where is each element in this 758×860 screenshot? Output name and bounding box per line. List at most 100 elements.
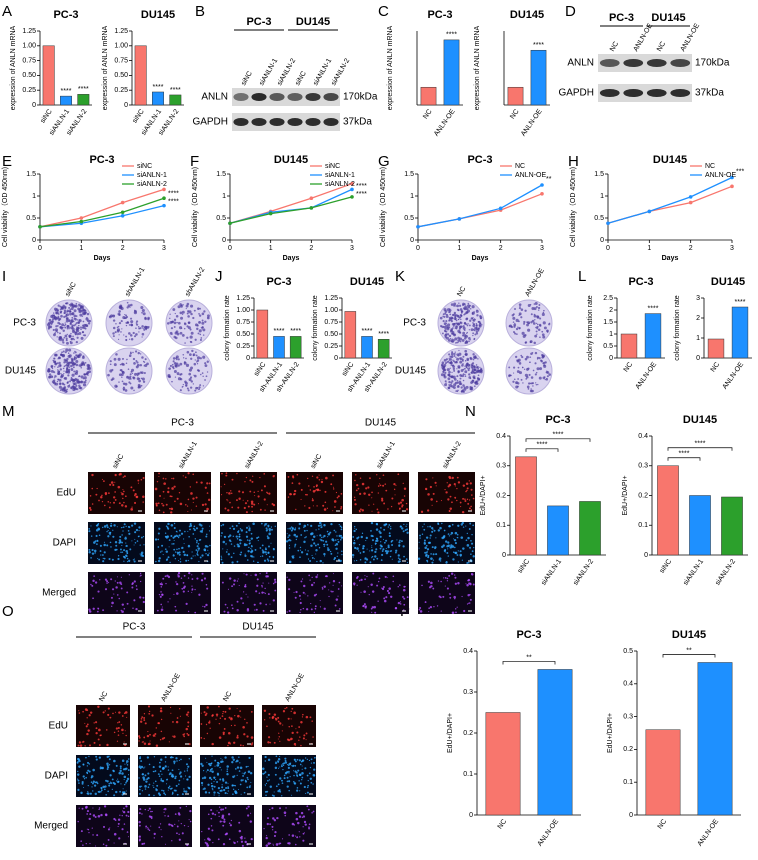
cell <box>125 526 126 527</box>
lane-label: NC <box>609 41 620 53</box>
cell <box>236 760 239 763</box>
colony <box>543 362 545 364</box>
cell <box>240 744 242 746</box>
cell <box>113 760 116 763</box>
y-tick-label: 2.5 <box>603 295 613 302</box>
cell <box>284 811 287 814</box>
colony <box>517 386 519 388</box>
cell <box>200 524 202 526</box>
colony <box>453 355 455 357</box>
cell <box>159 775 161 777</box>
colony <box>78 354 80 356</box>
cell <box>99 535 101 537</box>
colony <box>118 310 121 313</box>
cell <box>167 527 169 529</box>
y-axis-label: colony formation rate <box>224 295 231 360</box>
cell <box>160 759 162 761</box>
cell <box>102 560 104 562</box>
significance: **** <box>378 331 389 338</box>
cell <box>287 739 289 741</box>
blot-band <box>623 89 643 97</box>
micrograph <box>200 755 254 797</box>
colony <box>542 336 545 339</box>
colony <box>446 315 449 318</box>
cell <box>204 711 206 713</box>
significance: **** <box>553 432 564 439</box>
cell <box>163 478 165 480</box>
colony <box>458 303 459 304</box>
cell <box>118 721 120 723</box>
colony <box>64 306 67 309</box>
colony <box>110 314 113 317</box>
cell <box>121 534 122 535</box>
cell <box>233 759 235 761</box>
blot-band <box>251 118 266 126</box>
cell <box>161 608 164 611</box>
cell <box>354 497 355 498</box>
colony <box>126 363 128 365</box>
colony <box>469 387 472 390</box>
cell <box>108 582 109 583</box>
colony <box>187 303 190 306</box>
colony <box>198 321 201 324</box>
cell <box>243 573 244 574</box>
cell <box>188 716 189 717</box>
cell <box>401 526 402 527</box>
colony <box>88 322 90 324</box>
cell <box>179 708 180 709</box>
colony <box>136 320 138 322</box>
x-tick-label: ANLN-OE <box>635 361 659 391</box>
cell <box>337 556 338 557</box>
cell <box>239 830 241 832</box>
colony <box>452 364 454 366</box>
cell <box>315 490 316 491</box>
colony <box>142 377 145 380</box>
cell <box>92 828 93 829</box>
colony <box>138 331 139 332</box>
colony <box>113 319 115 321</box>
colony <box>532 320 535 323</box>
cell <box>242 602 244 604</box>
bar <box>170 95 181 105</box>
cell <box>95 540 97 542</box>
cell <box>266 554 267 555</box>
colony <box>73 366 75 368</box>
cell <box>340 508 342 510</box>
cell <box>131 540 132 541</box>
cell <box>246 777 248 779</box>
colony <box>78 319 81 322</box>
cell <box>171 496 173 498</box>
x-tick-label: ANLN-OE <box>697 818 721 848</box>
cell <box>116 765 118 767</box>
y-tick-label: 1.5 <box>603 319 613 326</box>
cell <box>285 762 287 764</box>
y-tick-label: 3 <box>696 295 700 302</box>
cell <box>142 555 144 557</box>
cell <box>114 833 117 836</box>
cell <box>284 708 285 709</box>
cell <box>296 818 299 821</box>
colony <box>455 342 456 343</box>
cell <box>376 523 378 525</box>
cell <box>432 546 434 548</box>
cell <box>291 732 293 734</box>
colony <box>129 324 131 326</box>
cell <box>173 549 175 551</box>
chart-title: PC-3 <box>89 154 114 166</box>
cell <box>370 530 372 532</box>
colony <box>83 312 86 315</box>
cell <box>158 532 160 534</box>
cell <box>274 742 276 744</box>
colony <box>477 358 478 359</box>
cell <box>101 495 103 497</box>
cell <box>295 844 297 846</box>
colony <box>202 376 203 377</box>
cell <box>182 832 184 834</box>
cell <box>314 612 315 613</box>
colony <box>134 335 136 337</box>
colony <box>460 341 462 343</box>
y-tick-label: 1 <box>696 335 700 342</box>
cell <box>297 759 299 761</box>
cell <box>77 771 78 772</box>
cell <box>471 543 473 545</box>
